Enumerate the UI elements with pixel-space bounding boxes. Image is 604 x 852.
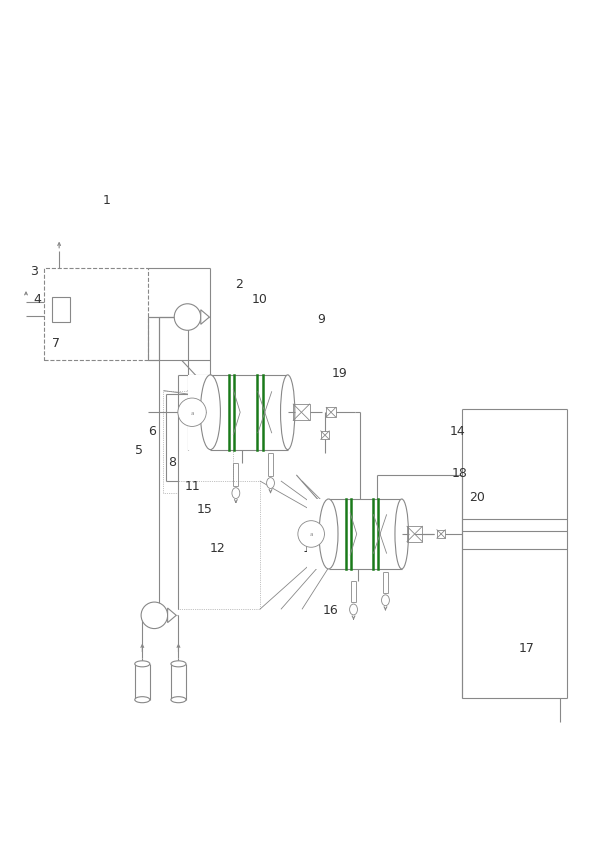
Text: 13: 13 [303, 541, 319, 554]
Bar [178, 481, 260, 609]
Polygon shape [168, 608, 176, 623]
Bar [407, 527, 422, 542]
Text: 20: 20 [469, 491, 484, 504]
Bar [44, 268, 149, 361]
Bar [307, 499, 416, 569]
Bar [321, 431, 329, 440]
Ellipse shape [171, 661, 186, 667]
Ellipse shape [201, 376, 220, 450]
Ellipse shape [350, 604, 358, 615]
Text: 12: 12 [210, 541, 225, 554]
Ellipse shape [319, 499, 338, 569]
Text: 11: 11 [184, 480, 200, 492]
Bar [187, 376, 302, 450]
Polygon shape [201, 310, 210, 325]
Text: 6: 6 [149, 424, 156, 437]
Bar [52, 297, 70, 322]
Text: 8: 8 [169, 456, 176, 469]
Text: 9: 9 [317, 313, 325, 325]
Ellipse shape [135, 697, 150, 703]
Bar [326, 408, 336, 417]
Ellipse shape [135, 661, 150, 667]
Ellipse shape [266, 478, 274, 489]
Circle shape [298, 521, 324, 548]
Text: 1: 1 [102, 193, 110, 207]
Text: 17: 17 [518, 641, 534, 654]
Text: 19: 19 [332, 366, 347, 379]
Text: 18: 18 [452, 466, 468, 480]
Circle shape [174, 304, 201, 331]
Text: 16: 16 [323, 603, 339, 616]
Text: 3: 3 [30, 264, 38, 277]
Circle shape [178, 399, 207, 427]
Bar [293, 405, 310, 421]
Ellipse shape [382, 596, 390, 606]
Text: 14: 14 [449, 424, 465, 437]
Circle shape [141, 602, 168, 629]
Text: 7: 7 [52, 337, 60, 349]
Text: a: a [309, 532, 313, 537]
Text: 2: 2 [235, 278, 243, 291]
Text: a: a [190, 411, 194, 415]
Text: 15: 15 [196, 503, 213, 515]
Text: 4: 4 [33, 293, 41, 306]
Text: 10: 10 [252, 293, 268, 306]
Ellipse shape [232, 488, 240, 499]
Ellipse shape [280, 376, 295, 450]
Bar [437, 530, 445, 538]
Ellipse shape [395, 499, 408, 569]
Bar [164, 391, 233, 493]
Ellipse shape [171, 697, 186, 703]
Text: 5: 5 [135, 444, 143, 457]
